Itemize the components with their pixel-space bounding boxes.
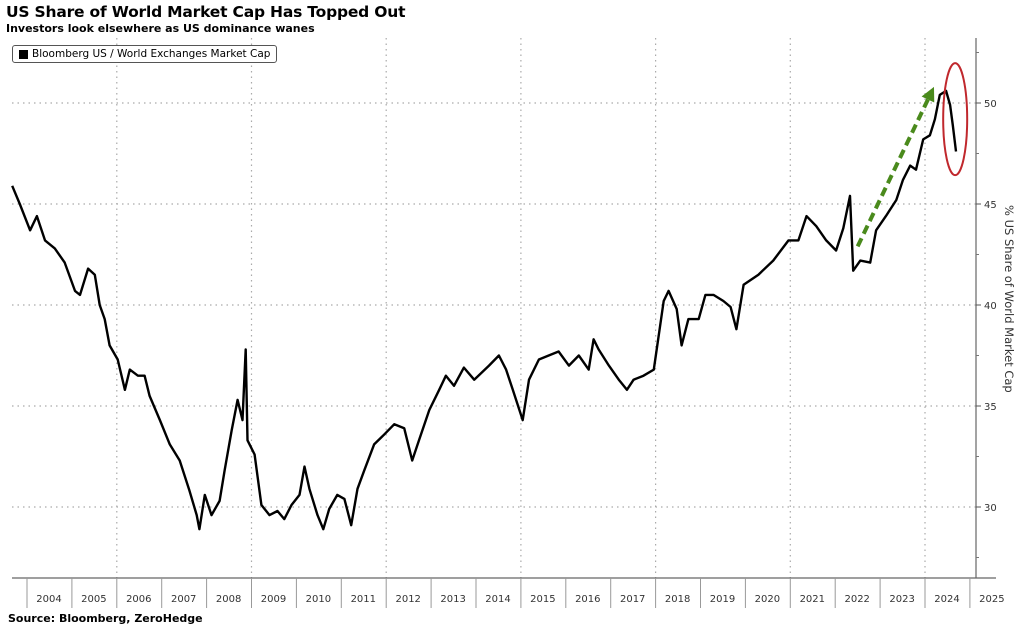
trend-arrow-shaft — [855, 98, 930, 248]
x-tick-label: 2009 — [261, 594, 286, 605]
x-tick-label: 2014 — [485, 594, 510, 605]
chart-subtitle: Investors look elsewhere as US dominance… — [6, 22, 315, 35]
series-line-us-share — [11, 89, 958, 531]
x-tick-label: 2020 — [755, 594, 780, 605]
y-tick-label: 45 — [984, 200, 997, 211]
x-tick-label: 2017 — [620, 594, 645, 605]
trend-arrow-head — [921, 86, 935, 103]
y-axis: 30 35 40 45 50 — [976, 52, 997, 558]
chart-title: US Share of World Market Cap Has Topped … — [6, 3, 406, 21]
x-tick-label: 2005 — [81, 594, 106, 605]
gridlines — [12, 38, 976, 578]
x-tick-label: 2021 — [800, 594, 825, 605]
x-tick-label: 2004 — [36, 594, 61, 605]
y-axis-label: % US Share of World Market Cap — [1002, 205, 1016, 393]
source-note: Source: Bloomberg, ZeroHedge — [8, 612, 203, 625]
x-tick-label: 2022 — [844, 594, 869, 605]
annotations — [855, 62, 969, 248]
x-tick-label: 2010 — [306, 594, 331, 605]
legend-swatch — [19, 49, 28, 59]
legend: Bloomberg US / World Exchanges Market Ca… — [12, 45, 278, 63]
x-tick-label: 2012 — [395, 594, 420, 605]
x-tick-label: 2013 — [440, 594, 465, 605]
x-tick-label: 2024 — [934, 594, 959, 605]
x-tick-label: 2011 — [351, 594, 376, 605]
x-tick-label: 2016 — [575, 594, 600, 605]
x-tick-label: 2007 — [171, 594, 196, 605]
x-tick-label: 2025 — [979, 594, 1004, 605]
x-tick-label: 2018 — [665, 594, 690, 605]
x-tick-label: 2023 — [889, 594, 914, 605]
y-tick-label: 50 — [984, 99, 997, 110]
y-tick-label: 35 — [984, 402, 997, 413]
x-tick-label: 2008 — [216, 594, 241, 605]
highlight-ellipse — [942, 62, 969, 177]
y-tick-label: 30 — [984, 503, 997, 514]
x-tick-label: 2006 — [126, 594, 151, 605]
legend-entry: Bloomberg US / World Exchanges Market Ca… — [32, 48, 271, 60]
x-tick-label: 2019 — [710, 594, 735, 605]
x-axis: 2004 2005 2006 2007 2008 2009 2010 2011 2012 2013… — [26, 578, 1005, 608]
x-tick-label: 2015 — [530, 594, 555, 605]
y-tick-label: 40 — [984, 301, 997, 312]
axes-frame — [12, 38, 996, 579]
